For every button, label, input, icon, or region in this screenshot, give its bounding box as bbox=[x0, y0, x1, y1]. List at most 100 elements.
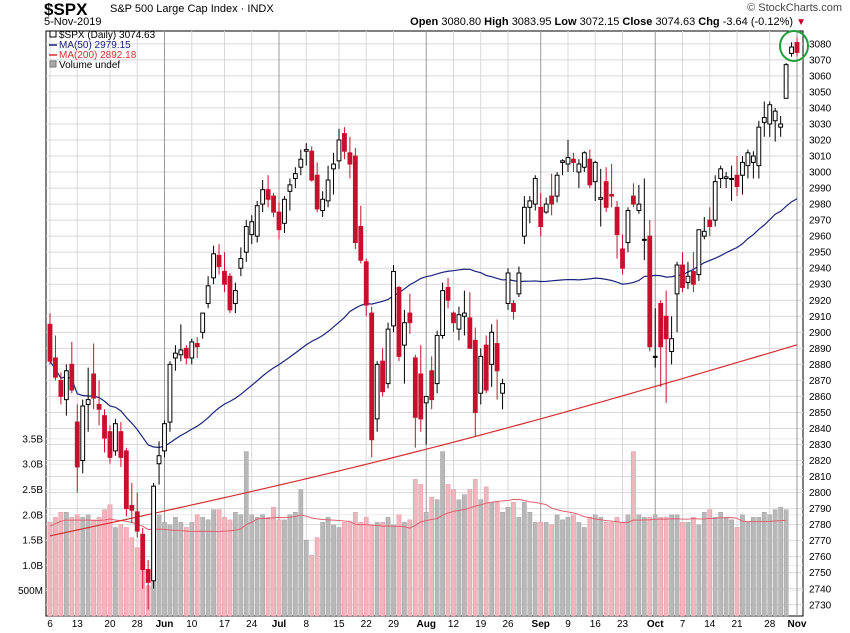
price-tick-label: 2750 bbox=[809, 568, 832, 579]
volume-bar bbox=[756, 517, 762, 617]
date-tick-label: 22 bbox=[361, 619, 373, 630]
volume-bar bbox=[391, 524, 396, 617]
candle-body bbox=[789, 46, 794, 54]
date-tick-label: 19 bbox=[475, 619, 487, 630]
date-tick-label: 9 bbox=[565, 619, 571, 630]
volume-bar bbox=[156, 514, 162, 617]
candle-body bbox=[102, 415, 107, 439]
price-tick-label: 3040 bbox=[809, 103, 832, 114]
volume-bar bbox=[129, 537, 135, 617]
candle-body bbox=[129, 504, 135, 511]
price-tick-label: 2780 bbox=[809, 520, 832, 531]
volume-bar bbox=[647, 517, 653, 617]
volume-bar bbox=[500, 512, 505, 617]
candle-body bbox=[369, 312, 375, 441]
candle-body bbox=[598, 197, 604, 200]
candle-body bbox=[352, 155, 358, 244]
volume-bar bbox=[663, 517, 669, 617]
change-value: -3.64 (-0.12%) bbox=[722, 16, 794, 28]
volume-bar bbox=[631, 451, 636, 617]
volume-bar bbox=[701, 512, 707, 617]
candle-body bbox=[380, 360, 386, 393]
volume-bar bbox=[734, 527, 740, 617]
volume-bar bbox=[549, 524, 554, 617]
candle-body bbox=[440, 290, 445, 337]
candle-body bbox=[527, 200, 533, 208]
volume-bar bbox=[162, 522, 167, 617]
volume-bar bbox=[194, 514, 200, 617]
candle-body bbox=[587, 158, 593, 186]
volume-bar bbox=[331, 524, 336, 617]
candle-body bbox=[336, 139, 342, 162]
volume-bar bbox=[472, 479, 478, 617]
volume-bar bbox=[287, 514, 293, 617]
volume-bar bbox=[658, 517, 664, 617]
candle-body bbox=[761, 117, 767, 123]
legend-entry: Volume undef bbox=[59, 60, 120, 71]
index-name: S&P 500 Large Cap Index · INDX bbox=[110, 3, 274, 15]
volume-tick-label: 500M bbox=[18, 586, 43, 597]
candle-body bbox=[554, 174, 560, 197]
candle-body bbox=[614, 206, 620, 236]
candle-body bbox=[729, 177, 734, 180]
volume-bar bbox=[451, 489, 456, 617]
volume-bar bbox=[167, 524, 173, 617]
date-tick-label: 15 bbox=[333, 619, 345, 630]
volume-bar bbox=[396, 514, 402, 617]
price-tick-label: 3010 bbox=[809, 152, 832, 163]
volume-bar bbox=[783, 509, 789, 617]
ma50-line bbox=[49, 198, 798, 449]
candle-body bbox=[178, 349, 184, 356]
candle-body bbox=[194, 343, 200, 348]
candle-body bbox=[663, 315, 669, 340]
volume-bar bbox=[69, 517, 75, 617]
candle-body bbox=[740, 161, 745, 176]
close-value: 3074.63 bbox=[655, 16, 696, 28]
volume-bar bbox=[189, 522, 195, 617]
candle-body bbox=[418, 373, 424, 420]
volume-bar bbox=[282, 519, 287, 617]
volume-bar bbox=[298, 489, 304, 617]
volume-bar bbox=[696, 524, 702, 617]
volume-bar bbox=[412, 479, 418, 617]
chart-date: 5-Nov-2019 bbox=[44, 16, 102, 28]
volume-bar bbox=[571, 514, 576, 617]
volume-bar bbox=[211, 509, 216, 617]
volume-bar bbox=[113, 527, 118, 617]
price-tick-label: 3060 bbox=[809, 71, 832, 82]
volume-bar bbox=[178, 522, 184, 617]
volume-bar bbox=[745, 522, 751, 617]
volume-bar bbox=[707, 509, 713, 617]
candle-body bbox=[631, 195, 636, 205]
volume-bar bbox=[434, 499, 440, 617]
volume-bar bbox=[712, 517, 718, 617]
date-tick-label: 29 bbox=[388, 619, 400, 630]
volume-bar bbox=[723, 517, 729, 617]
volume-bar bbox=[418, 484, 424, 617]
price-tick-label: 2790 bbox=[809, 504, 832, 515]
brand-link[interactable]: © StockCharts.com bbox=[747, 2, 842, 14]
volume-bar bbox=[772, 509, 778, 617]
low-label: Low bbox=[554, 16, 577, 28]
candle-body bbox=[718, 168, 724, 179]
price-tick-label: 2860 bbox=[809, 392, 832, 403]
candle-body bbox=[734, 174, 740, 187]
candle-body bbox=[767, 104, 773, 125]
price-tick-label: 3000 bbox=[809, 168, 832, 179]
volume-bar bbox=[53, 517, 58, 617]
volume-bar bbox=[494, 501, 500, 617]
candle-body bbox=[500, 383, 505, 394]
candle-body bbox=[118, 431, 124, 458]
volume-ma-line bbox=[49, 498, 787, 533]
volume-bar bbox=[363, 517, 369, 617]
candle-body bbox=[303, 149, 309, 152]
volume-tick-label: 1.0B bbox=[22, 561, 43, 572]
date-tick-label: 21 bbox=[731, 619, 743, 630]
price-tick-label: 2900 bbox=[809, 328, 832, 339]
volume-bar bbox=[462, 494, 467, 617]
legend-swatch bbox=[49, 30, 57, 38]
volume-tick-label: 2.5B bbox=[22, 485, 43, 496]
volume-bar bbox=[249, 514, 255, 617]
candle-body bbox=[156, 455, 162, 465]
